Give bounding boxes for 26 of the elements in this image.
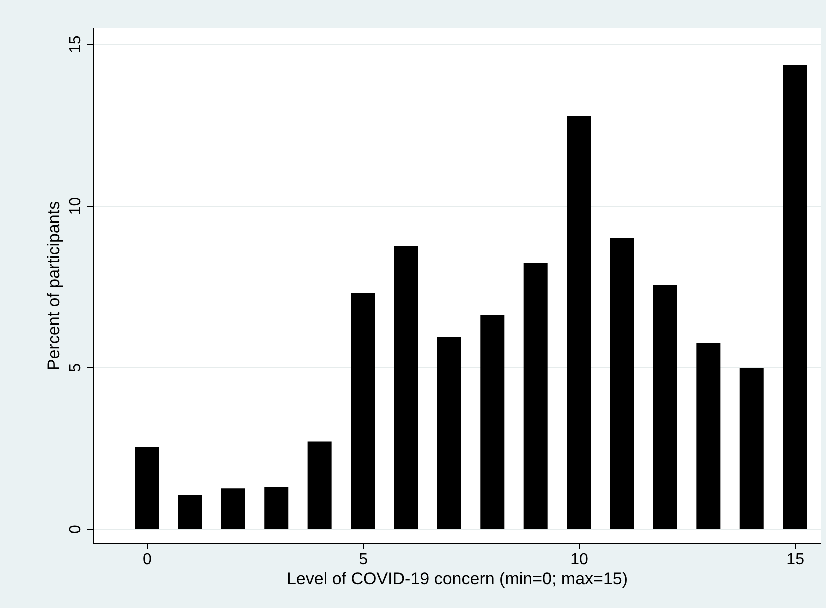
y-tick-label: 10 xyxy=(68,197,84,216)
bar xyxy=(783,65,808,530)
x-axis-title: Level of COVID-19 concern (min=0; max=15) xyxy=(286,570,628,588)
bar xyxy=(135,446,160,530)
bar xyxy=(653,285,678,530)
bar xyxy=(351,293,376,530)
x-tick-label: 15 xyxy=(786,552,805,568)
bar xyxy=(394,246,418,530)
bar xyxy=(480,315,505,530)
x-tick-label: 10 xyxy=(570,552,589,568)
bar xyxy=(221,488,246,530)
bar xyxy=(696,343,721,530)
x-tick-label: 0 xyxy=(143,552,152,568)
y-axis-title: Percent of participants xyxy=(44,201,64,371)
bar xyxy=(524,263,548,530)
bar xyxy=(740,368,764,530)
bar xyxy=(178,495,202,530)
bar xyxy=(567,116,592,530)
x-tick-label: 5 xyxy=(359,552,368,568)
y-tick-label: 15 xyxy=(68,36,84,54)
bar xyxy=(437,337,462,530)
y-tick-label: 0 xyxy=(68,525,84,534)
bar xyxy=(264,487,289,530)
bar xyxy=(610,238,634,530)
y-tick-label: 5 xyxy=(68,363,84,372)
bar xyxy=(308,442,332,530)
